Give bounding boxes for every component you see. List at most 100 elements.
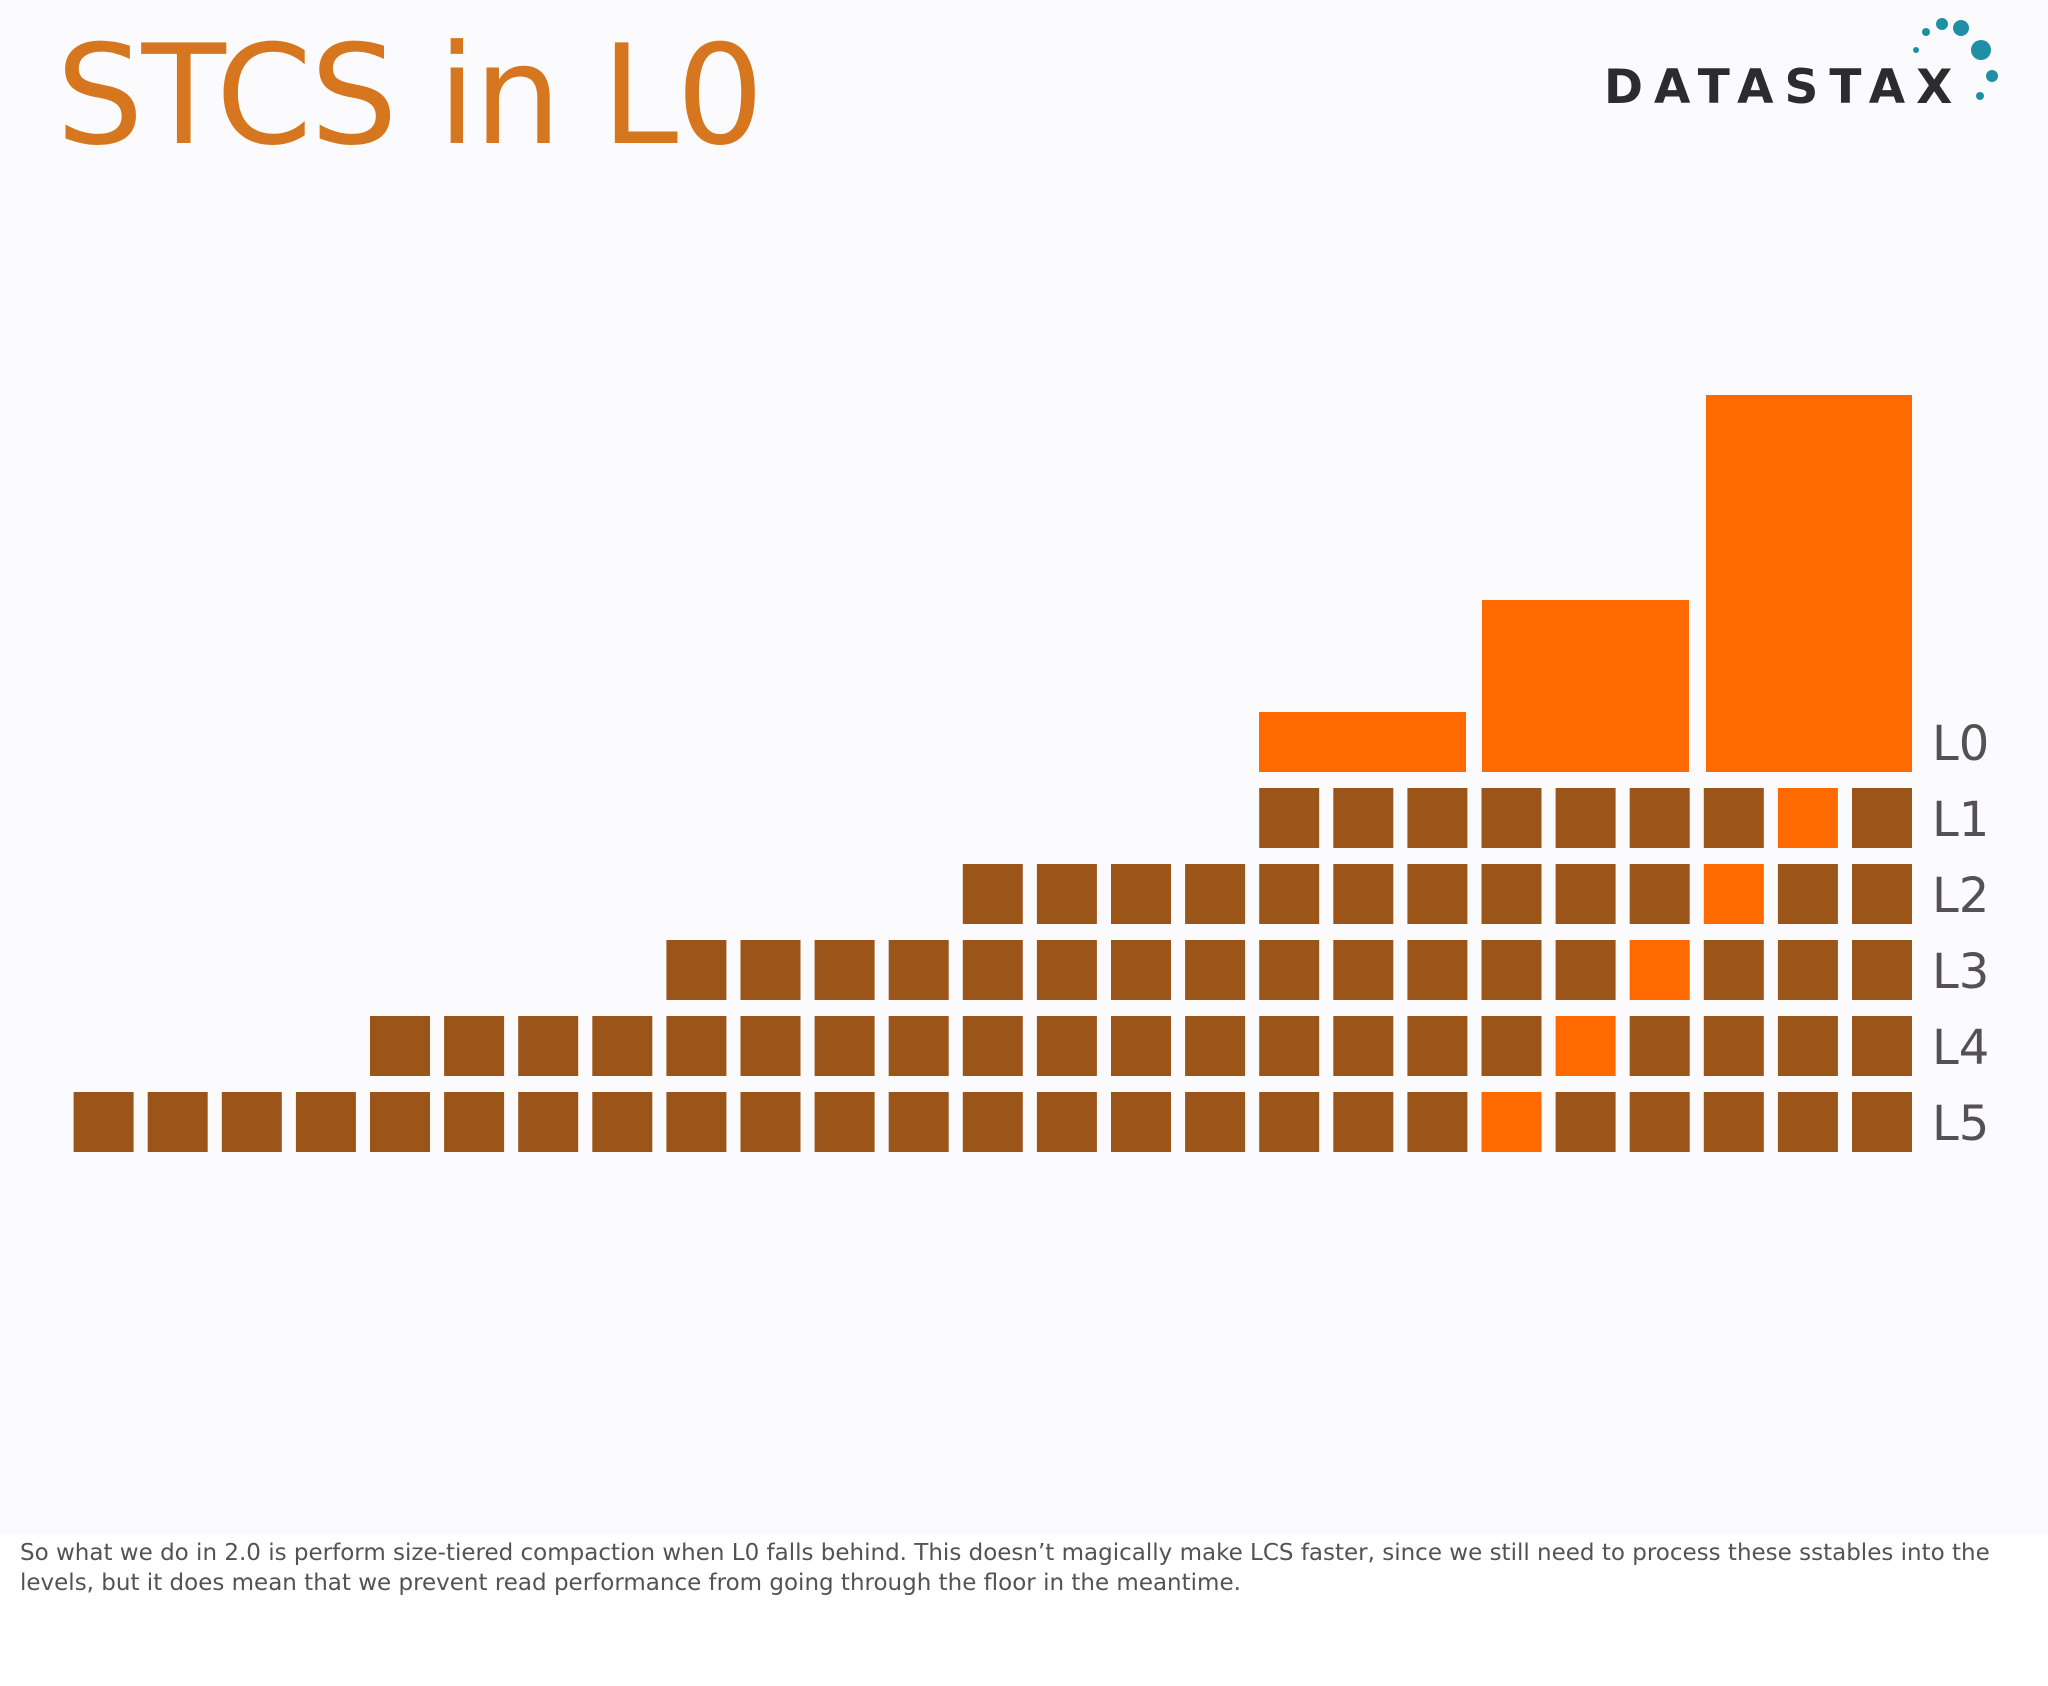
sstable [1629,788,1690,848]
level-l0: L0 [1259,395,1989,772]
slide: STCS in L0 DATASTAX L0 L1 L2 L3 L4 L5 [56,14,2010,1152]
sstable [592,1016,653,1076]
sstable [1777,864,1838,924]
sstable [592,1092,653,1152]
compaction-diagram: L0 L1 L2 L3 L4 L5 [73,395,1989,1152]
level-l3: L3 [666,940,1989,1000]
sstable [962,1016,1023,1076]
sstable [1111,1016,1171,1076]
sstable [1777,1092,1838,1152]
sstable [1036,864,1097,924]
sstable [1185,1092,1246,1152]
sstable [814,1016,875,1076]
datastax-logo: DATASTAX [1590,14,2010,115]
sstable [518,1016,579,1076]
sstable-highlighted [1629,940,1690,1000]
sstable [444,1016,505,1076]
sstable [814,1092,875,1152]
sstable [1777,940,1838,1000]
sstable [666,940,727,1000]
sstable [518,1092,579,1152]
sstable [1407,864,1468,924]
sstable [1852,1016,1912,1076]
sstable [1703,940,1764,1000]
sstable [1111,940,1171,1000]
sstable [1703,788,1764,848]
sstable-highlighted [1555,1016,1616,1076]
sstable [1333,788,1394,848]
sstable [962,940,1023,1000]
logo-text: DATASTAX [1604,60,1964,115]
sstable [1036,1092,1097,1152]
sstable [1407,940,1468,1000]
sstable [147,1092,208,1152]
sstable [1777,1016,1838,1076]
sstable [1629,1092,1690,1152]
sstable [1407,1092,1468,1152]
l0-tier-1-sstable [1259,712,1466,772]
sstable [1259,1016,1320,1076]
sstable [1036,1016,1097,1076]
sstable [370,1092,430,1152]
sstable-highlighted [1481,1092,1542,1152]
sstable [1185,940,1246,1000]
level-label-l1: L1 [1932,792,1989,848]
level-label-l0: L0 [1932,716,1989,772]
sstable [1629,864,1690,924]
sstable [1852,1092,1912,1152]
sstable [1111,864,1171,924]
sstable [814,940,875,1000]
sstable [888,1092,949,1152]
l0-tier-3-sstable [1706,395,1912,772]
sstable [962,1092,1023,1152]
sstable-highlighted [1777,788,1838,848]
sstable [370,1016,430,1076]
sstable [1852,940,1912,1000]
sstable [1185,1016,1246,1076]
sstable [1852,788,1912,848]
logo-dots-icon [1913,18,1998,100]
sstable [1481,940,1542,1000]
sstable [1852,864,1912,924]
sstable [1407,1016,1468,1076]
sstable [1555,788,1616,848]
sstable [1333,1092,1394,1152]
sstable-highlighted [1703,864,1764,924]
sstable [740,1092,801,1152]
sstable [888,1016,949,1076]
sstable [740,940,801,1000]
sstable [1259,788,1320,848]
sstable [962,864,1023,924]
sstable [1185,864,1246,924]
sstable [1555,940,1616,1000]
sstable [1481,1016,1542,1076]
sstable [1111,1092,1171,1152]
sstable [1259,940,1320,1000]
sstable [221,1092,282,1152]
sstable [1703,1092,1764,1152]
sstable [888,940,949,1000]
sstable [666,1016,727,1076]
sstable [1555,1092,1616,1152]
l0-tier-2-sstable [1482,600,1689,772]
level-l4: L4 [370,1016,1989,1076]
sstable [444,1092,505,1152]
sstable [1259,1092,1320,1152]
sstable [1333,940,1394,1000]
sstable [1036,940,1097,1000]
sstable [1555,864,1616,924]
sstable [1481,788,1542,848]
sstable [295,1092,356,1152]
sstable [740,1016,801,1076]
slide-title: STCS in L0 [56,15,764,176]
sstable [1481,864,1542,924]
sstable [1407,788,1468,848]
level-l1: L1 [1259,788,1989,848]
sstable [1703,1016,1764,1076]
level-l5: L5 [73,1092,1989,1152]
level-label-l4: L4 [1932,1020,1989,1076]
level-l2: L2 [962,864,1989,924]
sstable [1333,1016,1394,1076]
speaker-notes: So what we do in 2.0 is perform size-tie… [20,1540,1990,1596]
sstable [1259,864,1320,924]
